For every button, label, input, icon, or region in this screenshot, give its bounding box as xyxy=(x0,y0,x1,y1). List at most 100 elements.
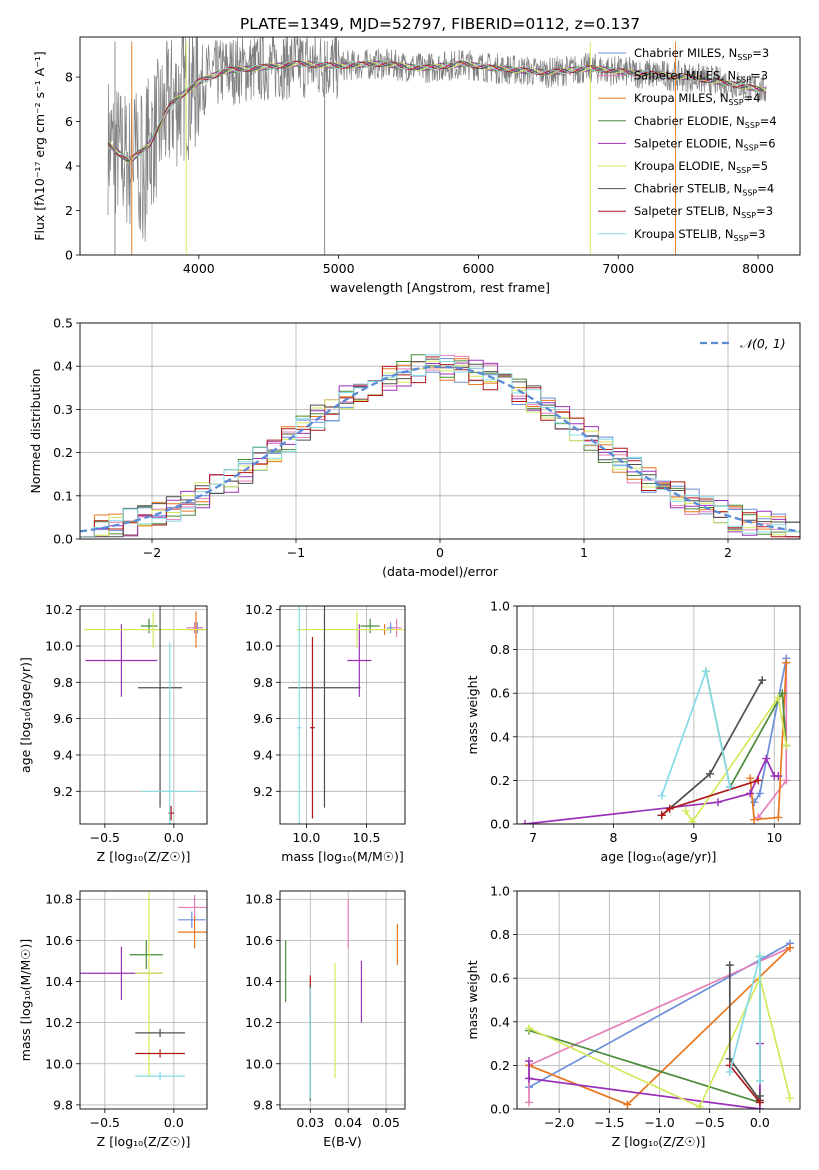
weight-line-salpeter-stelib xyxy=(729,1064,761,1104)
y-tick-label: 9.8 xyxy=(53,1097,73,1112)
y-tick-label: 0 xyxy=(65,248,73,263)
x-tick-label: −2.0 xyxy=(544,1115,574,1130)
axes-frame xyxy=(516,605,801,825)
x-tick-label: 0.03 xyxy=(296,1115,324,1130)
x-tick-label: 8000 xyxy=(742,261,774,276)
y-axis-label: Normed distribution xyxy=(28,369,43,494)
weight-point-kroupa-stelib xyxy=(755,952,764,961)
plot-area-spectrum xyxy=(107,37,767,255)
errorbar-kroupa-stelib xyxy=(135,1071,185,1081)
y-tick-label: 10.4 xyxy=(45,974,73,989)
errorbar-chabrier-miles xyxy=(178,911,206,929)
y-tick-label: 0.2 xyxy=(490,773,510,788)
x-tick-label: 8 xyxy=(610,830,618,845)
weight-point-salpeter-elodie xyxy=(525,1057,534,1066)
y-tick-label: 0.0 xyxy=(490,1102,510,1117)
y-tick-label: 0.4 xyxy=(53,359,73,374)
x-axis-label: wavelength [Angstrom, rest frame] xyxy=(330,280,550,295)
weight-point-salpeter-stelib xyxy=(754,776,763,785)
errorbar-kroupa-elodie xyxy=(135,891,163,1077)
errorbar-chabrier-stelib xyxy=(137,606,183,808)
histogram-kroupa-stelib xyxy=(80,354,800,538)
axes-age-vs-Z: −0.5 0.0 9.2 9.4 9.6 9.8 10.0 10.2 Z [log₁₀(Z/Z☉… xyxy=(18,602,208,864)
weight-point-chabrier-elodie xyxy=(778,689,787,698)
weight-line-kroupa-stelib xyxy=(660,668,731,796)
y-tick-label: 9.6 xyxy=(253,711,273,726)
x-tick-label: 1 xyxy=(580,545,588,560)
plot-area-residuals xyxy=(80,354,800,538)
axes-spectrum: 4000 5000 6000 7000 8000 0 2 4 6 8 wavelength [Ang… xyxy=(32,36,801,295)
axes-frame xyxy=(79,322,801,540)
y-tick-label: 1.0 xyxy=(490,599,510,614)
weight-point-kroupa-miles xyxy=(782,658,791,667)
legend-label: Salpeter STELIB, NSSP=3 xyxy=(634,204,773,220)
x-tick-label: 10.0 xyxy=(293,830,321,845)
legend-label: Chabrier MILES, NSSP=3 xyxy=(634,46,769,62)
weight-point-kroupa-miles xyxy=(623,1100,632,1109)
y-tick-label: 10.2 xyxy=(45,1015,73,1030)
weight-point-kroupa-stelib xyxy=(726,782,735,791)
plot-area-mass-vs-Z xyxy=(80,891,207,1081)
x-tick-label: 4000 xyxy=(183,261,215,276)
legend-subscript: SSP xyxy=(742,189,757,198)
x-axis-label: (data-model)/error xyxy=(382,564,499,579)
errorbar-chabrier-elodie xyxy=(129,940,163,970)
x-tick-label: 0.04 xyxy=(334,1115,362,1130)
errorbar-salpeter-stelib xyxy=(310,636,315,819)
weight-point-chabrier-miles xyxy=(750,798,759,807)
weight-line-kroupa-stelib xyxy=(728,956,761,1081)
x-axis-label: E(B-V) xyxy=(323,1134,362,1149)
legend-value: =6 xyxy=(759,136,776,150)
y-tick-label: 0.0 xyxy=(490,817,510,832)
x-axis-label: Z [log₁₀(Z/Z☉)] xyxy=(97,1134,191,1149)
histogram-chabrier-miles xyxy=(80,358,800,538)
weight-line-kroupa-elodie xyxy=(685,695,788,824)
weight-point-kroupa-miles xyxy=(774,813,783,822)
errorbar-kroupa-elodie xyxy=(296,611,405,648)
weight-point-salpeter-elodie xyxy=(774,772,783,781)
y-tick-label: 9.8 xyxy=(253,675,273,690)
x-axis-label: Z [log₁₀(Z/Z☉)] xyxy=(97,849,191,864)
weight-point-kroupa-miles xyxy=(785,943,794,952)
y-tick-label: 10.6 xyxy=(245,933,273,948)
legend-value: =5 xyxy=(751,159,768,173)
legend-label: Salpeter ELODIE, NSSP=6 xyxy=(634,136,776,152)
legend-subscript: SSP xyxy=(736,166,751,175)
plot-area-mass-vs-EBV xyxy=(285,899,399,1101)
histogram-salpeter-elodie xyxy=(80,359,800,538)
axes-residuals: −2 −1 0 1 2 0.0 0.1 0.2 0.3 0.4 0.5 (data-model)/er… xyxy=(28,316,801,579)
weight-point-salpeter-elodie xyxy=(525,1074,534,1083)
y-tick-label: 4 xyxy=(65,159,73,174)
axes-frame xyxy=(79,605,208,825)
y-tick-label: 9.2 xyxy=(253,784,273,799)
legend-value: =3 xyxy=(752,46,769,60)
weight-point-chabrier-stelib xyxy=(725,961,734,970)
x-tick-label: −0.5 xyxy=(695,1115,725,1130)
axes-frame xyxy=(516,890,801,1110)
x-tick-label: 2 xyxy=(724,545,732,560)
y-tick-label: 10.6 xyxy=(45,933,73,948)
weight-point-salpeter-elodie xyxy=(746,789,755,798)
weight-line-kroupa-miles xyxy=(749,662,788,821)
weight-point-kroupa-elodie xyxy=(695,1102,704,1109)
weight-point-chabrier-stelib xyxy=(705,769,714,778)
errorbar-salpeter-miles xyxy=(186,622,203,634)
axes-weight-vs-age: 7 8 9 10 0.0 0.2 0.4 0.6 0.8 1.0 age [log₁₀(age/yr… xyxy=(465,599,801,864)
weight-point-salpeter-miles xyxy=(782,776,791,785)
x-tick-label: 0 xyxy=(436,545,444,560)
axes-age-vs-mass: 10.0 10.5 9.2 9.4 9.6 9.8 10.0 10.2 mass [log₁₀(… xyxy=(245,602,406,864)
weight-point-chabrier-miles xyxy=(755,789,764,798)
figure-title: PLATE=1349, MJD=52797, FIBERID=0112, z=0… xyxy=(240,15,640,33)
legend-label: Chabrier ELODIE, NSSP=4 xyxy=(634,114,777,130)
legend-value: =3 xyxy=(751,69,768,83)
y-tick-label: 2 xyxy=(65,203,73,218)
x-tick-label: 10 xyxy=(766,830,782,845)
x-tick-label: −2 xyxy=(143,545,161,560)
x-tick-label: 10.5 xyxy=(353,830,381,845)
y-tick-label: 10.0 xyxy=(245,638,273,653)
weight-point-kroupa-stelib xyxy=(701,667,710,676)
errorbar-kroupa-stelib xyxy=(296,606,302,824)
y-axis-label: mass [log₁₀(M/M☉)] xyxy=(18,939,33,1061)
y-axis-label: Flux [fλ10⁻¹⁷ erg cm⁻² s⁻¹ A⁻¹] xyxy=(32,51,47,240)
